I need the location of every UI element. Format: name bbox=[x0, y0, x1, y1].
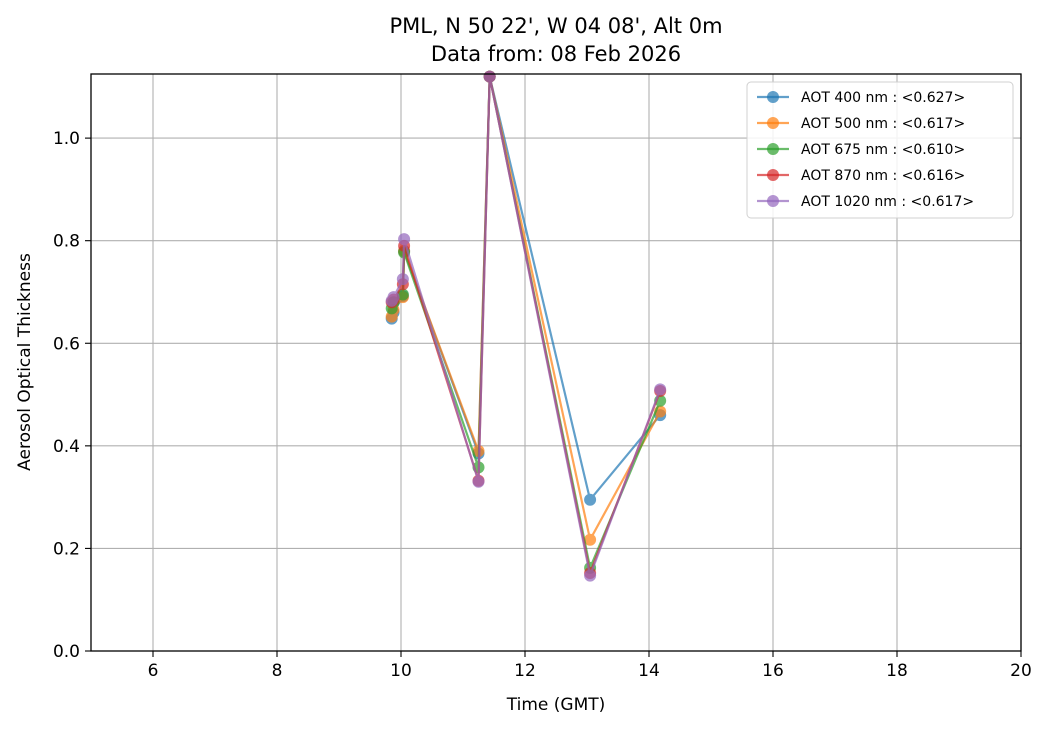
y-tick-label: 0.8 bbox=[53, 232, 80, 252]
legend-label: AOT 1020 nm : <0.617> bbox=[801, 194, 974, 210]
series-group bbox=[385, 70, 667, 506]
axis-ticks: 6 8 10 12 14 16 18 20 0.0 0.2 0.4 0.6 0.8 1.0 bbox=[53, 129, 1032, 681]
y-tick-label: 0.6 bbox=[53, 334, 80, 354]
data-point bbox=[387, 291, 400, 304]
chart-subtitle: Data from: 08 Feb 2026 bbox=[431, 42, 681, 66]
y-tick-label: 0.2 bbox=[53, 539, 80, 559]
legend-label: AOT 675 nm : <0.610> bbox=[801, 142, 965, 158]
y-tick-label: 0.0 bbox=[53, 642, 80, 662]
data-point bbox=[584, 569, 597, 582]
series-group bbox=[385, 70, 667, 546]
legend-item: AOT 675 nm : <0.610> bbox=[757, 142, 965, 158]
y-tick-label: 0.4 bbox=[53, 437, 80, 457]
legend-marker bbox=[767, 169, 779, 181]
data-point bbox=[472, 475, 485, 488]
legend-marker bbox=[767, 91, 779, 103]
x-tick-label: 8 bbox=[272, 661, 283, 681]
legend-item: AOT 500 nm : <0.617> bbox=[757, 116, 965, 132]
legend-label: AOT 500 nm : <0.617> bbox=[801, 116, 965, 132]
legend-item: AOT 870 nm : <0.616> bbox=[757, 168, 965, 184]
chart-title: PML, N 50 22', W 04 08', Alt 0m bbox=[389, 14, 722, 38]
y-axis-label: Aerosol Optical Thickness bbox=[15, 253, 35, 471]
legend-box bbox=[746, 81, 1014, 219]
series-line bbox=[390, 75, 662, 541]
x-tick-label: 12 bbox=[514, 661, 536, 681]
x-tick-label: 14 bbox=[638, 661, 660, 681]
data-point bbox=[483, 70, 496, 83]
legend-item: AOT 400 nm : <0.627> bbox=[757, 90, 965, 106]
data-point bbox=[396, 273, 409, 286]
x-tick-label: 18 bbox=[886, 661, 908, 681]
y-tick-label: 1.0 bbox=[53, 129, 80, 149]
legend: AOT 400 nm : <0.627> AOT 500 nm : <0.617>… bbox=[746, 81, 1014, 219]
x-tick-label: 6 bbox=[148, 661, 159, 681]
series-group bbox=[385, 70, 667, 582]
x-tick-label: 10 bbox=[390, 661, 412, 681]
legend-label: AOT 870 nm : <0.616> bbox=[801, 168, 965, 184]
plot-frame bbox=[90, 73, 1022, 652]
data-point bbox=[398, 233, 411, 246]
legend-marker bbox=[767, 143, 779, 155]
legend-marker bbox=[767, 195, 779, 207]
series-group bbox=[385, 70, 667, 580]
legend-marker bbox=[767, 117, 779, 129]
x-tick-label: 16 bbox=[762, 661, 784, 681]
data-point bbox=[584, 533, 597, 546]
legend-label: AOT 400 nm : <0.627> bbox=[801, 90, 965, 106]
series-line bbox=[390, 75, 662, 501]
x-tick-label: 20 bbox=[1010, 661, 1032, 681]
x-axis-label: Time (GMT) bbox=[506, 695, 606, 715]
data-point bbox=[584, 493, 597, 506]
data-point bbox=[654, 383, 667, 396]
series-layer bbox=[385, 70, 667, 582]
legend-item: AOT 1020 nm : <0.617> bbox=[757, 194, 974, 210]
data-point bbox=[396, 288, 409, 301]
